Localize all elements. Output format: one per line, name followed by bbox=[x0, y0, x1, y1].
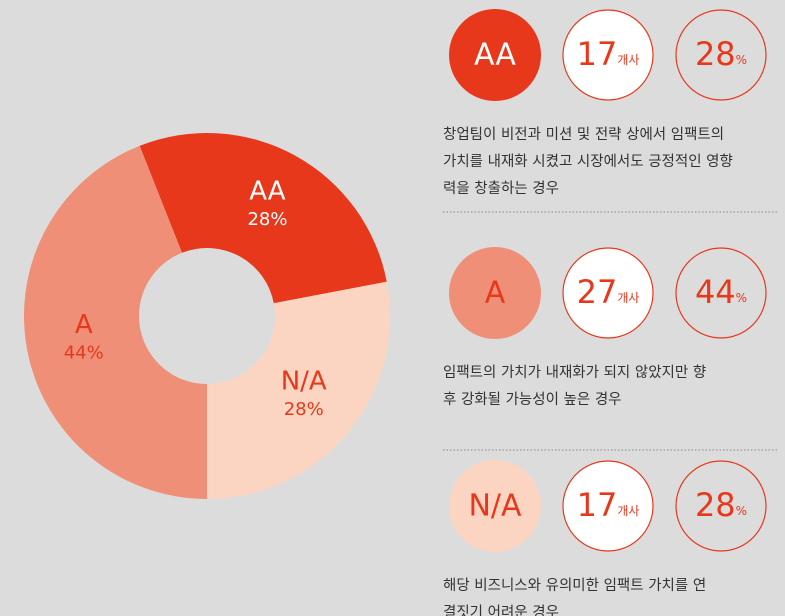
slice-label: N/A bbox=[281, 366, 327, 396]
count-circle bbox=[562, 247, 654, 339]
percent-unit: % bbox=[736, 504, 747, 518]
category-badge bbox=[449, 9, 541, 101]
donut-slice bbox=[139, 133, 387, 304]
percent: 28% bbox=[695, 486, 747, 524]
category-badge bbox=[449, 247, 541, 339]
description: 가치를 내재화 시켰고 시장에서도 긍정적인 영향 bbox=[443, 153, 733, 170]
donut-slice bbox=[207, 281, 390, 499]
badge-label: N/A bbox=[468, 489, 522, 524]
donut-slice bbox=[24, 145, 207, 500]
description: 력을 창출하는 경우 bbox=[443, 180, 559, 197]
count: 27개사 bbox=[577, 273, 640, 311]
badge-label: A bbox=[485, 276, 506, 311]
slice-label: A bbox=[75, 310, 93, 340]
count-value: 27 bbox=[577, 273, 618, 311]
description: 해당 비즈니스와 유의미한 임팩트 가치를 연 bbox=[443, 577, 706, 594]
percent-value: 28 bbox=[695, 35, 736, 73]
count-unit: 개사 bbox=[617, 504, 639, 518]
slice-value: 44% bbox=[64, 343, 104, 364]
percent-unit: % bbox=[736, 53, 747, 67]
percent-circle bbox=[675, 9, 767, 101]
percent-circle bbox=[675, 247, 767, 339]
description: 임팩트의 가치가 내재화가 되지 않았지만 향 bbox=[443, 364, 706, 381]
percent: 28% bbox=[695, 35, 747, 73]
count: 17개사 bbox=[577, 35, 640, 73]
count-circle bbox=[562, 9, 654, 101]
count-unit: 개사 bbox=[617, 53, 639, 67]
category-badge bbox=[449, 460, 541, 552]
description: 결짓기 어려운 경우 bbox=[443, 604, 559, 616]
slice-label: AA bbox=[249, 177, 286, 207]
count-value: 17 bbox=[577, 486, 618, 524]
count-circle bbox=[562, 460, 654, 552]
count: 17개사 bbox=[577, 486, 640, 524]
count-unit: 개사 bbox=[617, 291, 639, 305]
description: 후 강화될 가능성이 높은 경우 bbox=[443, 391, 622, 408]
slice-value: 28% bbox=[284, 399, 324, 420]
badge-label: AA bbox=[474, 38, 516, 73]
description: 창업팀이 비전과 미션 및 전략 상에서 임팩트의 bbox=[443, 126, 724, 143]
percent-value: 28 bbox=[695, 486, 736, 524]
slice-value: 28% bbox=[247, 209, 287, 230]
percent-value: 44 bbox=[695, 273, 736, 311]
percent-unit: % bbox=[736, 291, 747, 305]
percent-circle bbox=[675, 460, 767, 552]
count-value: 17 bbox=[577, 35, 618, 73]
percent: 44% bbox=[695, 273, 747, 311]
